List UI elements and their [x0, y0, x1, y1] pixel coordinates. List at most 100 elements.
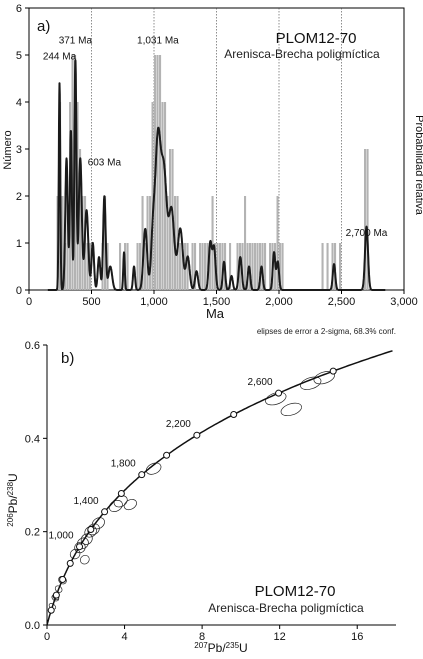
histogram-bar	[201, 243, 204, 290]
peak-annotation: 371 Ma	[59, 35, 93, 46]
histogram-bar	[194, 243, 197, 290]
x-tick-label: 1,500	[203, 296, 231, 308]
y-tick-label: 6	[16, 3, 22, 15]
x-tick-label: 500	[82, 296, 100, 308]
histogram-bar	[256, 243, 259, 290]
histogram-bar	[211, 196, 214, 290]
histogram-bar	[364, 149, 367, 290]
chart-b-title: PLOM12-70	[255, 583, 336, 600]
histogram-bar	[161, 102, 164, 290]
peak-annotations: 244 Ma 371 Ma 603 Ma 1,031 Ma 2,700 Ma	[43, 35, 388, 239]
ellipse-error-note: elipses de error a 2-sigma, 68.3% conf.	[257, 327, 396, 336]
y-tick-label: 0.0	[25, 620, 40, 632]
y-label-end: U	[6, 473, 20, 482]
concordia-marker	[87, 526, 95, 534]
error-ellipse	[69, 548, 81, 560]
error-ellipse	[79, 554, 90, 565]
histogram-bar	[139, 243, 142, 290]
histogram-bar	[79, 149, 82, 290]
concordia-marker	[117, 490, 125, 498]
y-tick-label: 3	[16, 144, 22, 156]
y-label-sup2: 238	[6, 481, 15, 495]
histogram-bar	[229, 243, 232, 290]
y-tick-label: 4	[16, 97, 22, 109]
histogram-bar	[216, 243, 219, 290]
histogram-bar	[254, 243, 257, 290]
panel-b-label: b)	[61, 350, 74, 367]
concordia-marker	[230, 411, 238, 419]
histogram-bar	[156, 55, 159, 290]
concordia-age-markers	[47, 367, 337, 614]
error-ellipse	[123, 499, 137, 511]
x-tick-label: 16	[351, 631, 363, 643]
x-label-base: Pb/	[208, 641, 227, 655]
x-tick-label: 0	[44, 631, 50, 643]
error-ellipse	[300, 376, 322, 390]
concordia-curve	[46, 350, 393, 626]
histogram-bar	[164, 102, 167, 290]
histogram-bar	[126, 243, 129, 290]
concordia-marker	[101, 508, 109, 516]
y-axis-label-b: 206Pb/238U	[6, 473, 21, 526]
peak-annotation: 1,031 Ma	[137, 35, 179, 46]
y-tick-label: 2	[16, 191, 22, 203]
chart-a-subtitle: Arenisca-Brecha poligmíctica	[224, 47, 380, 61]
concordia-age-label: 1,000	[48, 531, 73, 542]
probability-curve	[47, 59, 386, 291]
concordia-marker	[52, 591, 60, 599]
concordia-age-label: 2,600	[248, 377, 273, 388]
concordia-marker	[138, 471, 146, 479]
histogram-bar	[259, 243, 262, 290]
x-tick-label: 4	[121, 631, 127, 643]
x-label-sup1: 207	[194, 641, 208, 650]
concordia-marker	[163, 451, 171, 459]
y-tick-label: 0.6	[25, 340, 40, 352]
x-tick-label: 2,500	[328, 296, 356, 308]
panel-b-concordia: 0 4 8 12 16 0.0 0.2 0.4 0.6 1,000 1,400 1,800 2,20…	[6, 340, 396, 656]
histogram-bar	[179, 243, 182, 290]
histogram-bar	[251, 243, 254, 290]
x-tick-label: 8	[199, 631, 205, 643]
error-ellipse	[280, 402, 302, 417]
concordia-marker	[329, 367, 337, 375]
concordia-marker	[47, 606, 55, 614]
x-axis-ticks: 0 500 1,000 1,500 2,000 2,500 3,000	[26, 290, 418, 308]
x-label-sup2: 235	[226, 641, 240, 650]
concordia-marker	[66, 559, 74, 567]
x-axis-label-a: Ma	[206, 306, 225, 321]
histogram-bar	[366, 149, 369, 290]
histogram-bar	[169, 149, 172, 290]
histogram-bar	[159, 55, 162, 290]
histogram-bar	[244, 196, 247, 290]
y-axis-label-a: Número	[2, 130, 14, 169]
concordia-age-label: 2,200	[166, 419, 191, 430]
histogram-bar	[119, 243, 122, 290]
histogram-bar	[141, 196, 144, 290]
x-axis-label-b: 207Pb/235U	[194, 641, 247, 656]
concordia-marker	[275, 389, 283, 397]
peak-annotation: 603 Ma	[88, 157, 122, 168]
histogram-bar	[191, 243, 194, 290]
error-ellipse	[84, 525, 97, 538]
histogram-bar	[209, 243, 212, 290]
x-tick-label: 1,000	[140, 296, 168, 308]
histogram-bar	[144, 243, 147, 290]
concordia-marker	[76, 543, 84, 551]
histogram-bar	[279, 243, 282, 290]
concordia-marker	[59, 575, 67, 583]
histogram-bar	[276, 196, 279, 290]
panel-a-label: a)	[37, 18, 50, 35]
histogram-bar	[61, 196, 64, 290]
peak-annotation: 2,700 Ma	[346, 228, 388, 239]
y-axis-ticks-b: 0.0 0.2 0.4 0.6	[25, 340, 47, 632]
histogram-bar	[151, 102, 154, 290]
chart-a-title: PLOM12-70	[276, 30, 357, 47]
histogram-bar	[321, 243, 324, 290]
histogram-bar	[204, 243, 207, 290]
y-tick-label: 0.4	[25, 433, 40, 445]
y-label-base: Pb/	[6, 495, 20, 514]
y-tick-label: 1	[16, 238, 22, 250]
y-tick-label: 0.2	[25, 527, 40, 539]
histogram-bar	[339, 243, 342, 290]
